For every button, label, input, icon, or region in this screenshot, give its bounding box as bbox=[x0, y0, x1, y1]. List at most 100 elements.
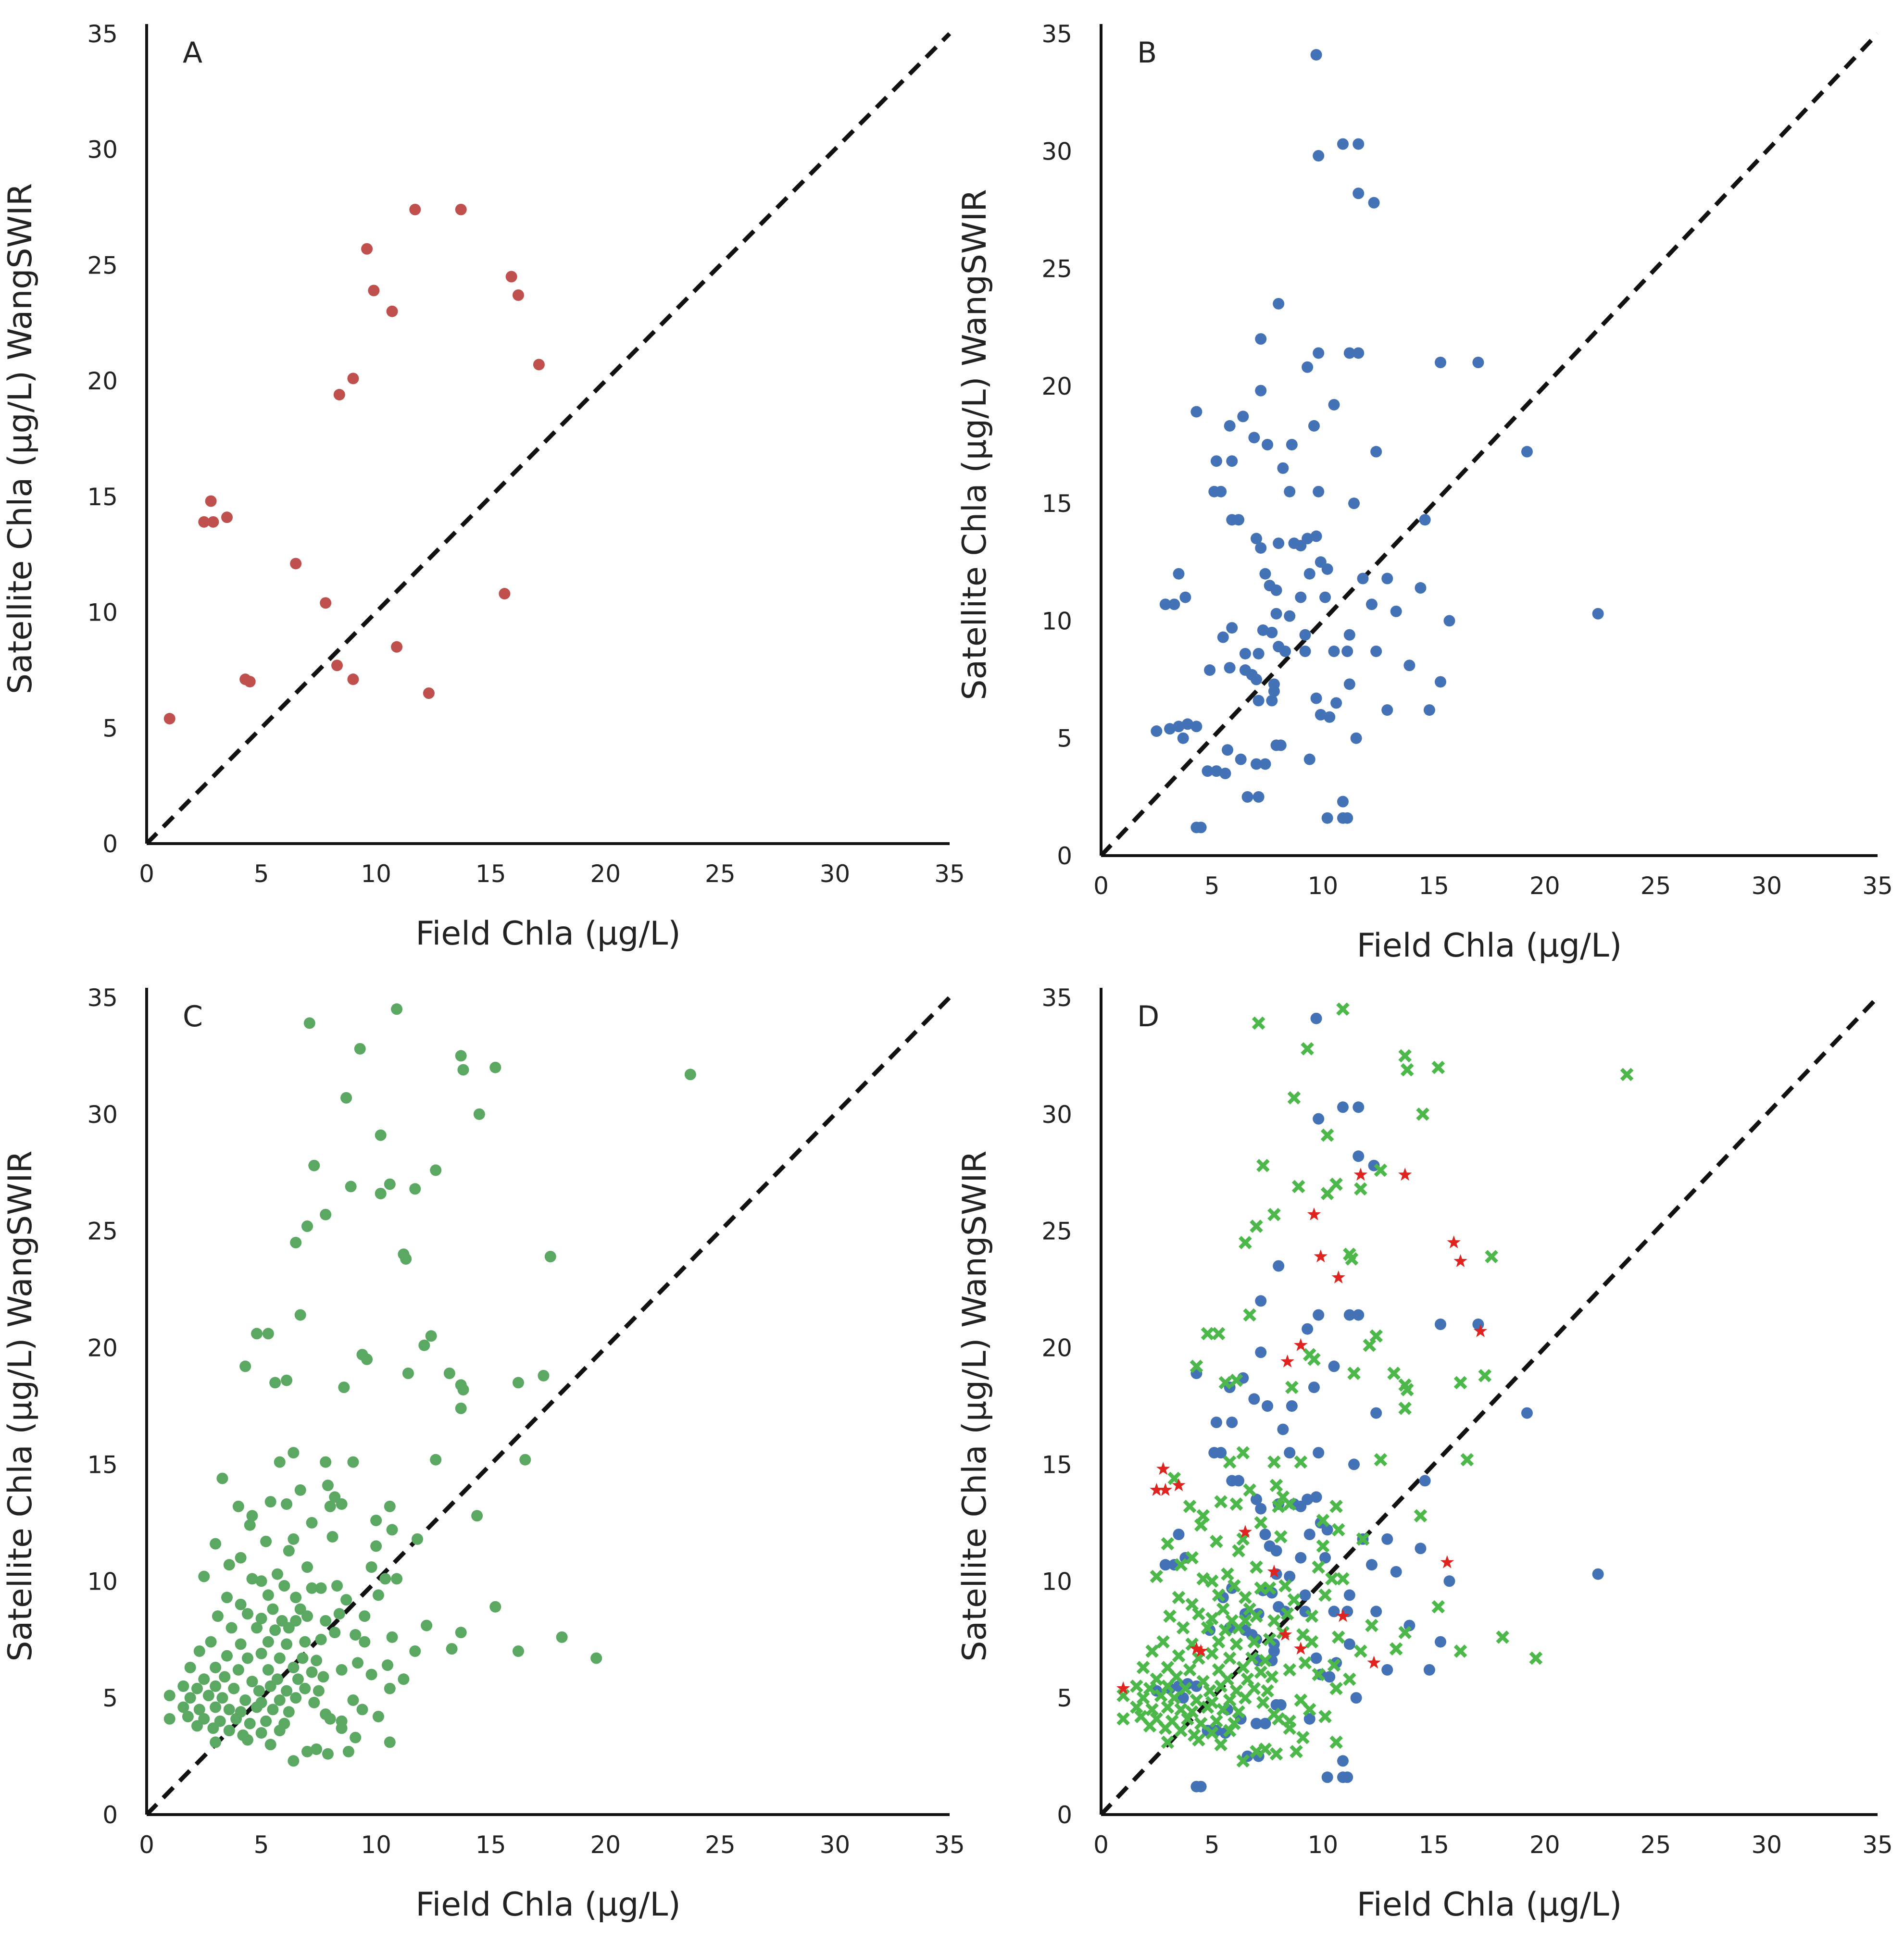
data-point-star bbox=[1307, 1207, 1321, 1220]
y-tick-label: 5 bbox=[102, 1684, 118, 1712]
data-point bbox=[320, 1208, 332, 1220]
y-tick-label: 20 bbox=[87, 367, 118, 395]
data-point bbox=[359, 1610, 371, 1622]
data-point-cross bbox=[1250, 1609, 1263, 1623]
data-point-cross bbox=[1254, 1665, 1268, 1679]
data-point bbox=[223, 1725, 235, 1737]
data-point bbox=[372, 1589, 384, 1601]
data-point-cross bbox=[1161, 1537, 1175, 1551]
data-point-cross bbox=[1294, 1693, 1308, 1707]
data-point bbox=[1277, 462, 1289, 474]
data-point bbox=[1313, 485, 1325, 498]
data-point-cross bbox=[1218, 1376, 1232, 1390]
x-tick-label: 10 bbox=[361, 860, 391, 888]
data-point bbox=[384, 1500, 396, 1512]
data-point bbox=[1321, 563, 1333, 575]
data-point bbox=[1370, 446, 1382, 458]
x-tick-label: 35 bbox=[934, 860, 965, 888]
x-tick-label: 10 bbox=[1308, 1831, 1339, 1859]
data-point bbox=[1308, 420, 1320, 432]
y-tick-label: 30 bbox=[87, 136, 118, 164]
x-tick-label: 20 bbox=[590, 1831, 621, 1859]
data-point bbox=[210, 1736, 222, 1748]
data-point-cross bbox=[1245, 1651, 1259, 1665]
data-point-cross bbox=[1356, 1532, 1370, 1546]
data-point-cross bbox=[1305, 1609, 1319, 1623]
data-point-cross bbox=[1283, 1663, 1297, 1677]
data-point bbox=[391, 641, 403, 653]
data-point bbox=[306, 1666, 318, 1678]
data-point-cross bbox=[1398, 1402, 1412, 1415]
data-point-cross bbox=[1298, 1656, 1312, 1670]
data-point-cross bbox=[1354, 1644, 1367, 1658]
data-point-cross bbox=[1239, 1236, 1252, 1249]
data-point bbox=[1319, 591, 1331, 603]
data-point bbox=[223, 1704, 235, 1716]
data-point-cross bbox=[1243, 1308, 1256, 1322]
data-point-cross bbox=[1239, 1591, 1252, 1605]
data-point-cross bbox=[1258, 1654, 1272, 1668]
data-point-cross bbox=[1453, 1376, 1467, 1390]
data-point bbox=[350, 1731, 362, 1743]
data-point bbox=[386, 1524, 398, 1536]
x-tick-label: 15 bbox=[476, 1831, 506, 1859]
data-point bbox=[269, 1624, 281, 1636]
data-point bbox=[294, 1484, 306, 1496]
data-point-cross bbox=[1318, 1710, 1332, 1723]
data-point bbox=[1299, 629, 1311, 641]
x-tick-label: 0 bbox=[1093, 1831, 1109, 1859]
data-point bbox=[326, 1531, 338, 1543]
data-point bbox=[1262, 439, 1274, 450]
data-point bbox=[163, 713, 175, 725]
data-point bbox=[299, 1682, 311, 1694]
data-point bbox=[533, 359, 545, 371]
data-point bbox=[1268, 1645, 1280, 1657]
data-point bbox=[1248, 432, 1260, 444]
x-tick-label: 5 bbox=[254, 1831, 269, 1859]
data-point-cross bbox=[1212, 1327, 1226, 1341]
data-point-cross bbox=[1232, 1705, 1245, 1719]
data-point bbox=[1177, 1692, 1189, 1704]
data-point-cross bbox=[1154, 1689, 1168, 1703]
x-tick-label: 35 bbox=[1862, 1831, 1893, 1859]
data-point bbox=[1190, 406, 1203, 418]
data-point-cross bbox=[1312, 1560, 1326, 1574]
panel-letter: A bbox=[183, 36, 202, 70]
data-point-cross bbox=[1363, 1338, 1377, 1352]
data-point bbox=[1284, 610, 1296, 622]
data-point bbox=[288, 1533, 300, 1545]
data-point-star bbox=[1473, 1324, 1488, 1337]
data-point bbox=[386, 1631, 398, 1643]
data-point bbox=[177, 1701, 189, 1713]
data-point bbox=[1343, 1309, 1355, 1321]
data-point bbox=[382, 1659, 393, 1671]
data-point bbox=[365, 1668, 377, 1680]
data-point bbox=[1302, 361, 1314, 373]
data-point-star bbox=[1278, 1628, 1292, 1641]
data-point bbox=[1434, 676, 1446, 688]
x-axis-title: Field Chla (µg/L) bbox=[1357, 1886, 1622, 1924]
data-point-cross bbox=[1416, 1108, 1429, 1121]
data-point bbox=[225, 1622, 238, 1634]
data-point bbox=[281, 1685, 293, 1697]
data-point bbox=[1353, 1309, 1365, 1321]
data-point-cross bbox=[1336, 1572, 1350, 1586]
data-point bbox=[489, 1601, 501, 1613]
data-point-cross bbox=[1287, 1091, 1301, 1105]
data-point bbox=[329, 1627, 341, 1639]
data-point bbox=[1419, 514, 1431, 526]
data-point bbox=[1226, 1417, 1238, 1428]
data-point bbox=[1273, 537, 1285, 549]
data-point bbox=[281, 1498, 293, 1510]
data-point-cross bbox=[1156, 1635, 1170, 1649]
data-point-cross bbox=[1183, 1663, 1197, 1677]
data-point-cross bbox=[1205, 1726, 1219, 1740]
data-point bbox=[409, 1645, 421, 1657]
data-point-cross bbox=[1374, 1163, 1388, 1177]
data-point bbox=[1259, 758, 1271, 770]
data-point bbox=[216, 1472, 228, 1484]
data-point-cross bbox=[1374, 1453, 1388, 1467]
data-point-cross bbox=[1296, 1730, 1310, 1744]
data-point bbox=[384, 1178, 396, 1190]
data-point bbox=[370, 1515, 382, 1526]
